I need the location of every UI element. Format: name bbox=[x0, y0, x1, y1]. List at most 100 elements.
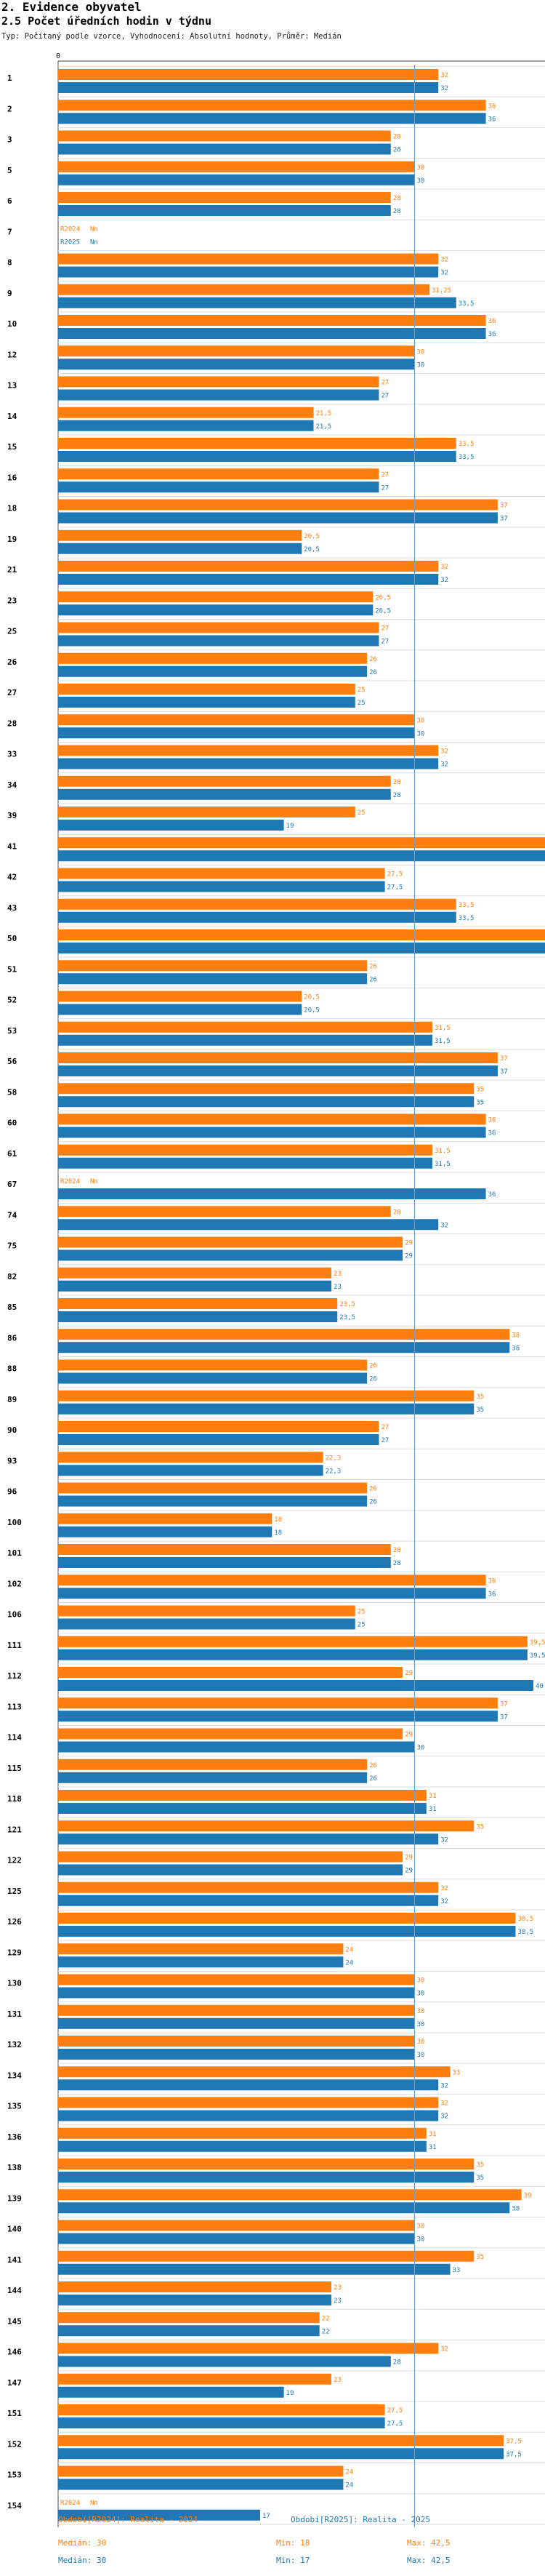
bar-r2025 bbox=[58, 697, 355, 708]
bar-r2025 bbox=[58, 2479, 344, 2490]
bar-r2025 bbox=[58, 1034, 433, 1046]
category-label: 39 bbox=[7, 811, 17, 820]
bar-r2025 bbox=[58, 359, 415, 370]
value-label: 28 bbox=[393, 2359, 401, 2367]
value-label: 26 bbox=[369, 963, 377, 970]
bar-r2024 bbox=[58, 69, 439, 80]
bar-r2025 bbox=[58, 788, 391, 800]
bar-r2024 bbox=[58, 837, 545, 849]
value-label: 23 bbox=[334, 1284, 342, 1291]
value-label: 33,5 bbox=[459, 454, 475, 461]
series-name-label: R2024 bbox=[60, 1178, 80, 1185]
category-label: 56 bbox=[7, 1057, 17, 1066]
bar-r2025 bbox=[58, 451, 456, 462]
category-label: 101 bbox=[7, 1548, 22, 1558]
bar-r2024 bbox=[58, 714, 415, 726]
category-label: 50 bbox=[7, 934, 17, 943]
value-label: 19 bbox=[286, 2390, 294, 2397]
bar-r2025 bbox=[58, 1403, 475, 1415]
value-label: 30 bbox=[417, 2052, 425, 2059]
value-label: 38,5 bbox=[517, 1929, 533, 1936]
value-label: 27 bbox=[381, 484, 389, 492]
bar-r2024 bbox=[58, 2465, 344, 2477]
median-r2025: Medián: 30 bbox=[58, 2556, 107, 2565]
category-label: 34 bbox=[7, 780, 17, 790]
bar-r2025 bbox=[58, 2263, 451, 2275]
category-label: 125 bbox=[7, 1887, 22, 1896]
bar-r2024 bbox=[58, 1790, 427, 1801]
value-label: 28 bbox=[393, 1209, 401, 1216]
bar-r2025 bbox=[58, 2172, 475, 2183]
category-label: 9 bbox=[7, 289, 12, 298]
value-label: 35 bbox=[476, 2175, 484, 2182]
chart-subtitle: Typ: Počítaný podle vzorce, Vyhodnocení:… bbox=[1, 32, 342, 41]
value-label: 22 bbox=[322, 2315, 330, 2322]
bar-r2025 bbox=[58, 143, 391, 155]
legend-r2025: Období[R2025]: Realita - 2025 bbox=[291, 2515, 431, 2524]
bar-r2025 bbox=[58, 2325, 320, 2337]
bar-r2024 bbox=[58, 1236, 403, 1248]
value-label: 35 bbox=[476, 1099, 484, 1106]
value-label: 24 bbox=[345, 2482, 353, 2489]
value-label: 30 bbox=[417, 2236, 425, 2244]
bar-r2024 bbox=[58, 745, 439, 756]
category-label: 136 bbox=[7, 2132, 22, 2142]
value-label: 23 bbox=[334, 2377, 342, 2384]
bar-r2025 bbox=[58, 1772, 368, 1783]
bar-r2024 bbox=[58, 1605, 355, 1617]
bar-r2025 bbox=[58, 1495, 368, 1507]
category-label: 26 bbox=[7, 657, 17, 667]
bar-r2024 bbox=[58, 622, 379, 633]
bar-r2024 bbox=[58, 2373, 332, 2385]
category-label: 1 bbox=[7, 73, 12, 83]
bar-r2025 bbox=[58, 205, 391, 216]
category-label: 135 bbox=[7, 2102, 22, 2111]
bar-r2025 bbox=[58, 2140, 427, 2152]
value-label: 21,5 bbox=[316, 410, 332, 417]
bar-r2024 bbox=[58, 1943, 344, 1955]
bar-r2025 bbox=[58, 1526, 272, 1537]
value-label: 38 bbox=[512, 1332, 520, 1339]
bar-r2024 bbox=[58, 2097, 439, 2108]
value-label: 27 bbox=[381, 380, 389, 387]
bar-r2024 bbox=[58, 561, 439, 572]
bar-r2024 bbox=[58, 100, 486, 111]
value-label: 27,5 bbox=[387, 884, 403, 892]
value-label: 29 bbox=[405, 1855, 413, 1862]
value-label: 20,5 bbox=[304, 994, 320, 1001]
bar-r2024 bbox=[58, 2036, 415, 2047]
category-label: 53 bbox=[7, 1026, 17, 1036]
bar-r2024 bbox=[58, 1667, 403, 1678]
value-label: 21,5 bbox=[316, 423, 332, 431]
value-label: 27,5 bbox=[387, 2420, 403, 2428]
bar-r2024 bbox=[58, 2435, 504, 2447]
category-label: 96 bbox=[7, 1487, 17, 1497]
value-label: 30 bbox=[417, 164, 425, 172]
category-label: 89 bbox=[7, 1395, 17, 1404]
category-label: 16 bbox=[7, 473, 17, 482]
series-name-label: R2025 bbox=[60, 239, 80, 246]
value-label: 28 bbox=[393, 1547, 401, 1554]
value-label: 32 bbox=[440, 85, 448, 92]
bar-r2025 bbox=[58, 881, 385, 892]
value-label: 32 bbox=[440, 761, 448, 769]
value-label: 27 bbox=[381, 639, 389, 646]
bar-r2025 bbox=[58, 1803, 427, 1814]
bar-r2024 bbox=[58, 1021, 433, 1033]
value-label: 31,5 bbox=[435, 1148, 451, 1155]
category-label: 60 bbox=[7, 1119, 17, 1128]
bar-r2024 bbox=[58, 1421, 379, 1432]
category-label: 151 bbox=[7, 2409, 22, 2418]
category-label: 106 bbox=[7, 1610, 22, 1620]
value-label: 32 bbox=[440, 2082, 448, 2089]
bar-r2024 bbox=[58, 438, 456, 449]
bar-r2025 bbox=[58, 389, 379, 401]
value-label: 26 bbox=[369, 1775, 377, 1783]
value-label: 30 bbox=[417, 348, 425, 356]
value-label: 33,5 bbox=[459, 915, 475, 922]
x-tick-label: 0 bbox=[56, 52, 60, 60]
bar-r2025 bbox=[58, 481, 379, 493]
bar-r2025 bbox=[58, 1342, 510, 1353]
bar-r2024 bbox=[58, 376, 379, 388]
bar-r2025 bbox=[58, 2417, 385, 2428]
